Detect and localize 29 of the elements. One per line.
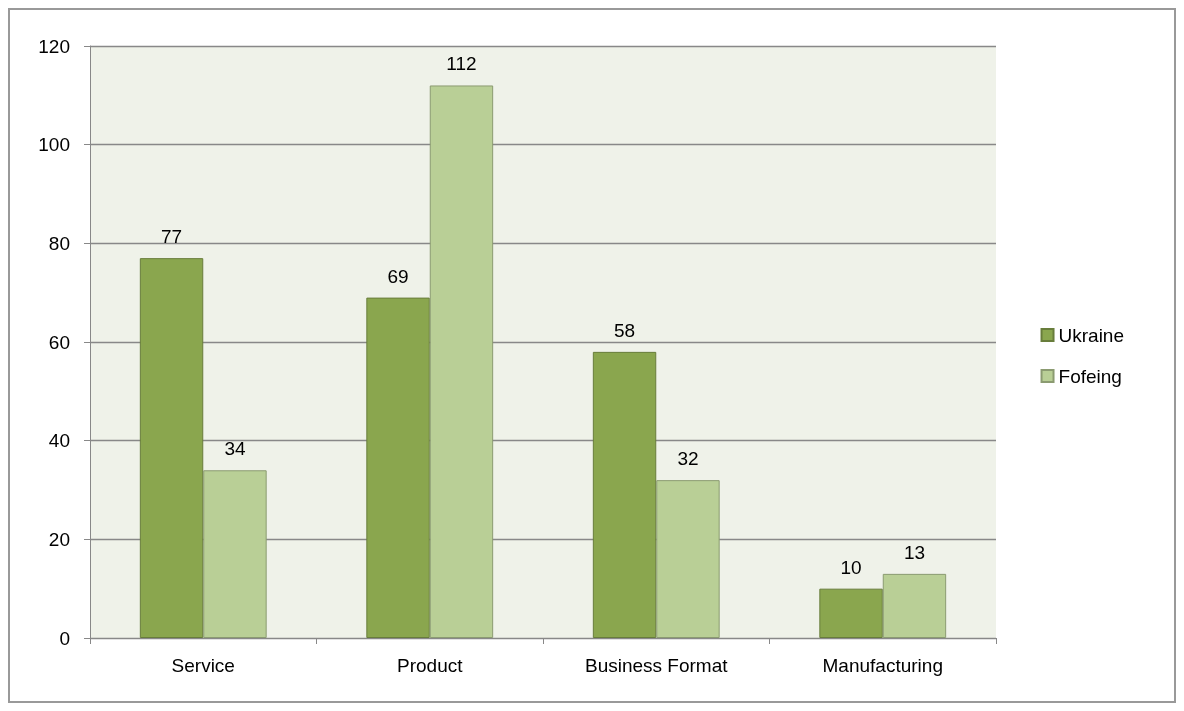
data-label: 77 [160,226,183,248]
y-tick-label: 40 [48,430,70,452]
y-tick-label: 100 [38,134,70,156]
data-label: 34 [224,438,246,460]
bar [882,573,947,638]
bar [819,588,883,638]
bar [366,297,430,638]
bar [656,480,720,638]
x-tick-label: Manufacturing [822,655,943,676]
x-tick-label: Product [397,655,464,676]
bar [429,85,494,638]
data-label: 58 [613,319,636,341]
y-tick-label: 20 [48,528,70,550]
data-label: 112 [446,53,477,75]
x-tick-label: Service [171,655,235,676]
y-tick-label: 0 [59,627,70,649]
data-label: 69 [387,265,409,287]
x-tick-label: Business Format [584,655,729,676]
legend-label: Ukraine [1058,324,1125,346]
data-label: 10 [840,556,862,578]
bar [139,258,204,638]
y-tick-label: 60 [48,331,70,353]
bar [592,351,657,638]
legend-label: Fofeing [1058,365,1122,387]
y-tick-label: 80 [48,232,70,254]
data-label: 32 [677,448,699,470]
data-label: 13 [903,541,926,563]
y-tick-label: 120 [38,35,70,57]
bar [203,470,267,638]
